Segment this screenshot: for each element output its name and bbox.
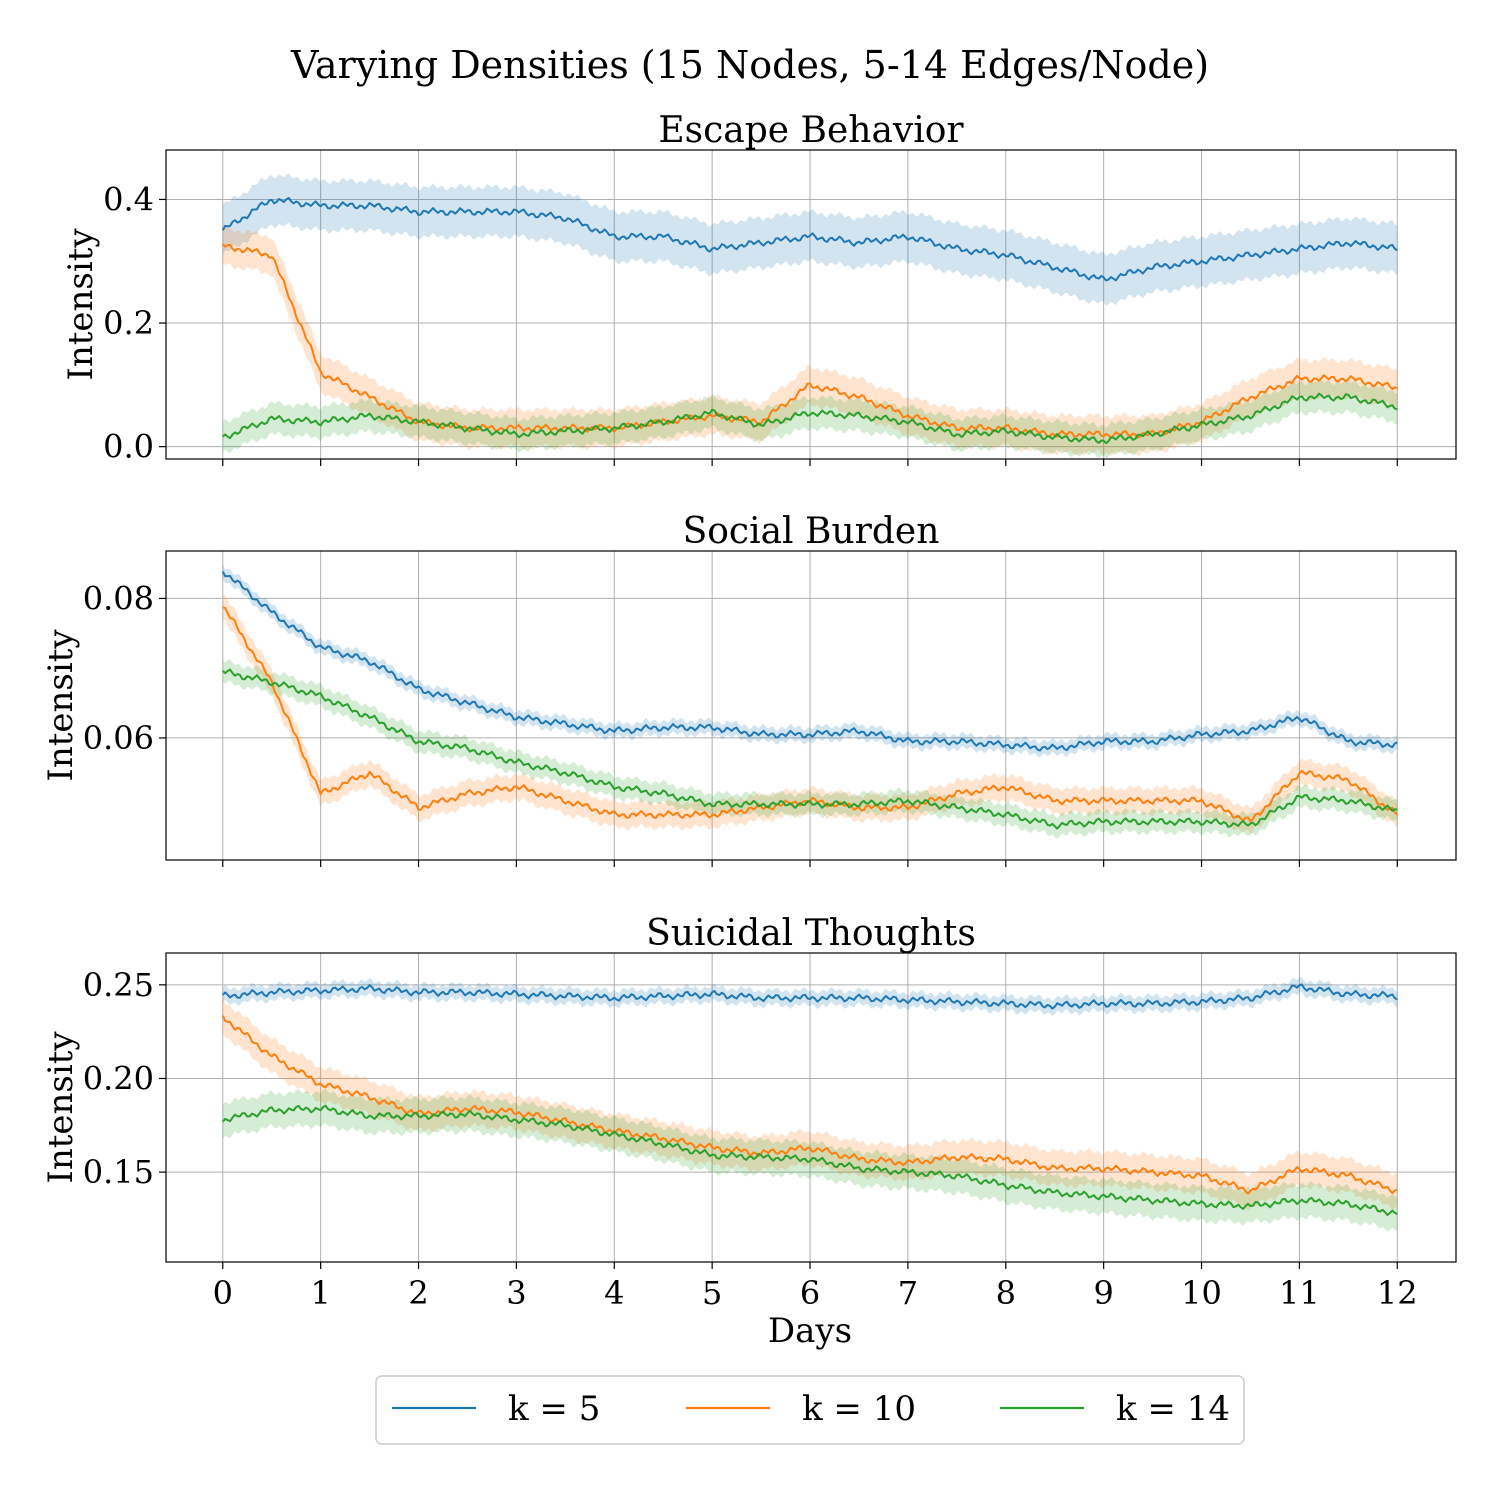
band-k-5: [222, 977, 1398, 1017]
x-tick-label: 3: [506, 1274, 526, 1312]
series-line-k-14: [222, 668, 1398, 830]
x-tick-label: 8: [996, 1274, 1016, 1312]
x-tick-label: 4: [604, 1274, 624, 1312]
x-tick-label: 11: [1279, 1274, 1320, 1312]
y-tick-label: 0.15: [83, 1153, 154, 1191]
legend: k = 5 k = 10 k = 14: [375, 1375, 1245, 1445]
panel-title: Social Burden: [683, 511, 940, 552]
band-k-5: [222, 173, 1398, 306]
y-tick-label: 0.08: [83, 579, 154, 617]
x-tick-label: 7: [898, 1274, 918, 1312]
x-tick-label: 9: [1093, 1274, 1113, 1312]
x-tick-label: 0: [213, 1274, 233, 1312]
legend-frame: [375, 1375, 1245, 1445]
series-line-k-5: [222, 983, 1398, 1010]
series-line-k-5: [221, 570, 1398, 752]
legend-label-k5: k = 5: [508, 1389, 600, 1429]
legend-label-k14: k = 14: [1116, 1389, 1230, 1429]
x-tick-label: 5: [702, 1274, 722, 1312]
axes-frame: [165, 149, 1457, 460]
y-axis-label: Intensity: [41, 1031, 81, 1184]
y-tick-label: 0.2: [103, 304, 154, 342]
band-k-10: [222, 998, 1398, 1211]
series-line-k-14: [222, 392, 1398, 445]
series-line-k-10: [221, 1015, 1398, 1195]
y-tick-label: 0.20: [83, 1059, 154, 1097]
band-k-14: [222, 378, 1398, 459]
x-tick-label: 12: [1377, 1274, 1418, 1312]
series-line-k-5: [221, 197, 1398, 282]
legend-label-k10: k = 10: [802, 1389, 916, 1429]
y-tick-label: 0.06: [83, 719, 154, 757]
series-line-k-14: [222, 1104, 1398, 1216]
x-axis-label: Days: [768, 1311, 852, 1351]
x-tick-label: 10: [1181, 1274, 1222, 1312]
y-tick-label: 0.4: [103, 180, 154, 218]
axes-frame: [165, 952, 1457, 1263]
x-tick-label: 2: [408, 1274, 428, 1312]
y-axis-label: Intensity: [41, 629, 81, 782]
x-tick-label: 1: [310, 1274, 330, 1312]
panel-title: Suicidal Thoughts: [646, 913, 976, 954]
panel-title: Escape Behavior: [658, 110, 964, 151]
y-axis-label: Intensity: [61, 228, 101, 381]
y-tick-label: 0.0: [103, 428, 154, 466]
axes-frame: [165, 550, 1457, 861]
figure-suptitle: Varying Densities (15 Nodes, 5-14 Edges/…: [290, 43, 1209, 87]
x-tick-label: 6: [800, 1274, 820, 1312]
y-tick-label: 0.25: [83, 966, 154, 1004]
